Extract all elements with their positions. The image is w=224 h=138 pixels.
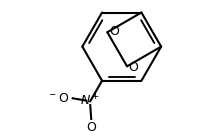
Text: O: O [129,61,138,74]
Text: O: O [86,121,96,134]
Text: O: O [109,25,119,38]
Text: $^-$O: $^-$O [47,92,70,105]
Text: $N^+$: $N^+$ [80,94,100,109]
